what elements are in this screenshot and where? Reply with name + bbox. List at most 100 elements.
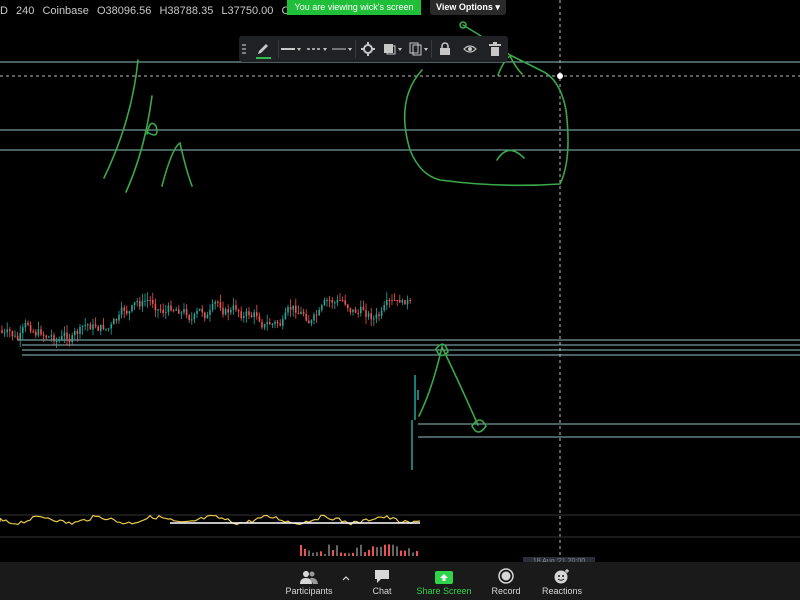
record-button[interactable]: Record [484,562,528,600]
candle-body [191,319,193,321]
annotation-stroke [403,24,569,187]
candle-body [243,316,245,319]
volume-bar [300,544,302,556]
candle-body [204,312,206,319]
candle-body [211,303,214,310]
candle-body [373,318,375,320]
volume-bar [368,549,370,556]
eye-icon[interactable] [458,36,483,62]
candle-body [79,326,81,335]
candle-body [126,310,128,314]
candle-body [230,309,232,313]
candle-body [27,322,29,325]
candle-body [378,314,380,316]
candle-body [107,328,110,330]
candle-body [63,332,66,337]
candle-body [279,323,281,326]
candle-body [357,312,359,314]
visual-order-icon[interactable] [381,36,406,62]
volume-bar [400,550,402,556]
candle-body [35,331,37,336]
cursor-point [557,73,563,79]
pencil-icon[interactable] [249,36,278,62]
record-label: Record [491,586,521,596]
candle-body [172,310,175,312]
candle-body [240,311,242,319]
candle-body [196,310,198,314]
divider [354,40,356,58]
participants-icon [299,562,319,584]
annotation-stroke [471,419,487,433]
participants-button[interactable]: 3 Participants [283,562,335,600]
candle-body [401,300,404,303]
candle-body [232,305,235,310]
symbol-partial: D [0,5,8,17]
annotation-stroke [161,141,193,187]
candle-body [76,330,79,335]
candle-body [344,300,346,305]
chat-button[interactable]: Chat [360,562,404,600]
view-options-button[interactable]: View Options ▾ [430,0,506,15]
candle-body [42,334,45,336]
candle-body [16,335,19,340]
volume-bar [340,552,342,556]
share-screen-button[interactable]: Share Screen [414,562,474,600]
candle-body [133,302,136,306]
volume-bar [404,550,406,556]
candle-body [409,300,411,301]
volume-bar [344,553,346,556]
candle-body [334,302,336,304]
chart-area[interactable]: D 240 Coinbase O38096.56 H38788.35 L3775… [0,0,800,567]
volume-bar [360,544,362,556]
lock-icon[interactable] [432,36,457,62]
candle-body [248,311,250,316]
candle-body [92,324,94,330]
candle-body [347,304,349,309]
volume-bar [308,550,310,556]
volume-bar [328,544,330,556]
candle-body [61,336,63,340]
candle-body [315,314,318,316]
candle-body [217,301,219,303]
line-width-dropdown[interactable] [329,36,354,62]
low-value: L37750.00 [221,5,274,17]
volume-bar [364,552,366,556]
share-screen-icon [435,562,453,584]
participants-count: 3 [304,570,309,579]
candle-body [245,311,248,317]
chat-label: Chat [372,586,392,596]
candle-body [81,325,84,327]
reactions-button[interactable]: Reactions [538,562,586,600]
candle-body [367,313,370,317]
candle-body [339,300,341,301]
candle-body [308,320,310,324]
candle-body [45,335,47,338]
trash-icon[interactable] [483,36,508,62]
clone-icon[interactable] [406,36,431,62]
line-style-dropdown[interactable] [304,36,329,62]
candle-body [274,321,276,325]
participants-options-button[interactable] [339,562,353,600]
candle-body [227,309,229,313]
viewing-screen-banner: You are viewing wick's screen [287,0,421,15]
line-color-dropdown[interactable] [279,36,304,62]
candle-body [399,300,401,303]
candle-body [136,301,138,303]
candle-body [219,302,222,308]
candle-body [349,308,352,313]
drag-handle-icon[interactable] [239,36,249,62]
volume-bar [352,552,354,556]
candle-body [237,309,240,312]
resolution-label[interactable]: 240 [16,5,35,17]
chevron-up-icon [342,562,350,584]
candle-body [74,330,76,336]
price-chart[interactable] [0,0,800,562]
candle-body [406,300,409,305]
gear-icon[interactable] [356,36,381,62]
candle-body [139,301,141,307]
volume-bar [320,551,322,556]
candle-body [55,340,58,342]
divider [431,40,433,58]
candle-body [375,314,378,319]
candle-body [404,300,406,305]
